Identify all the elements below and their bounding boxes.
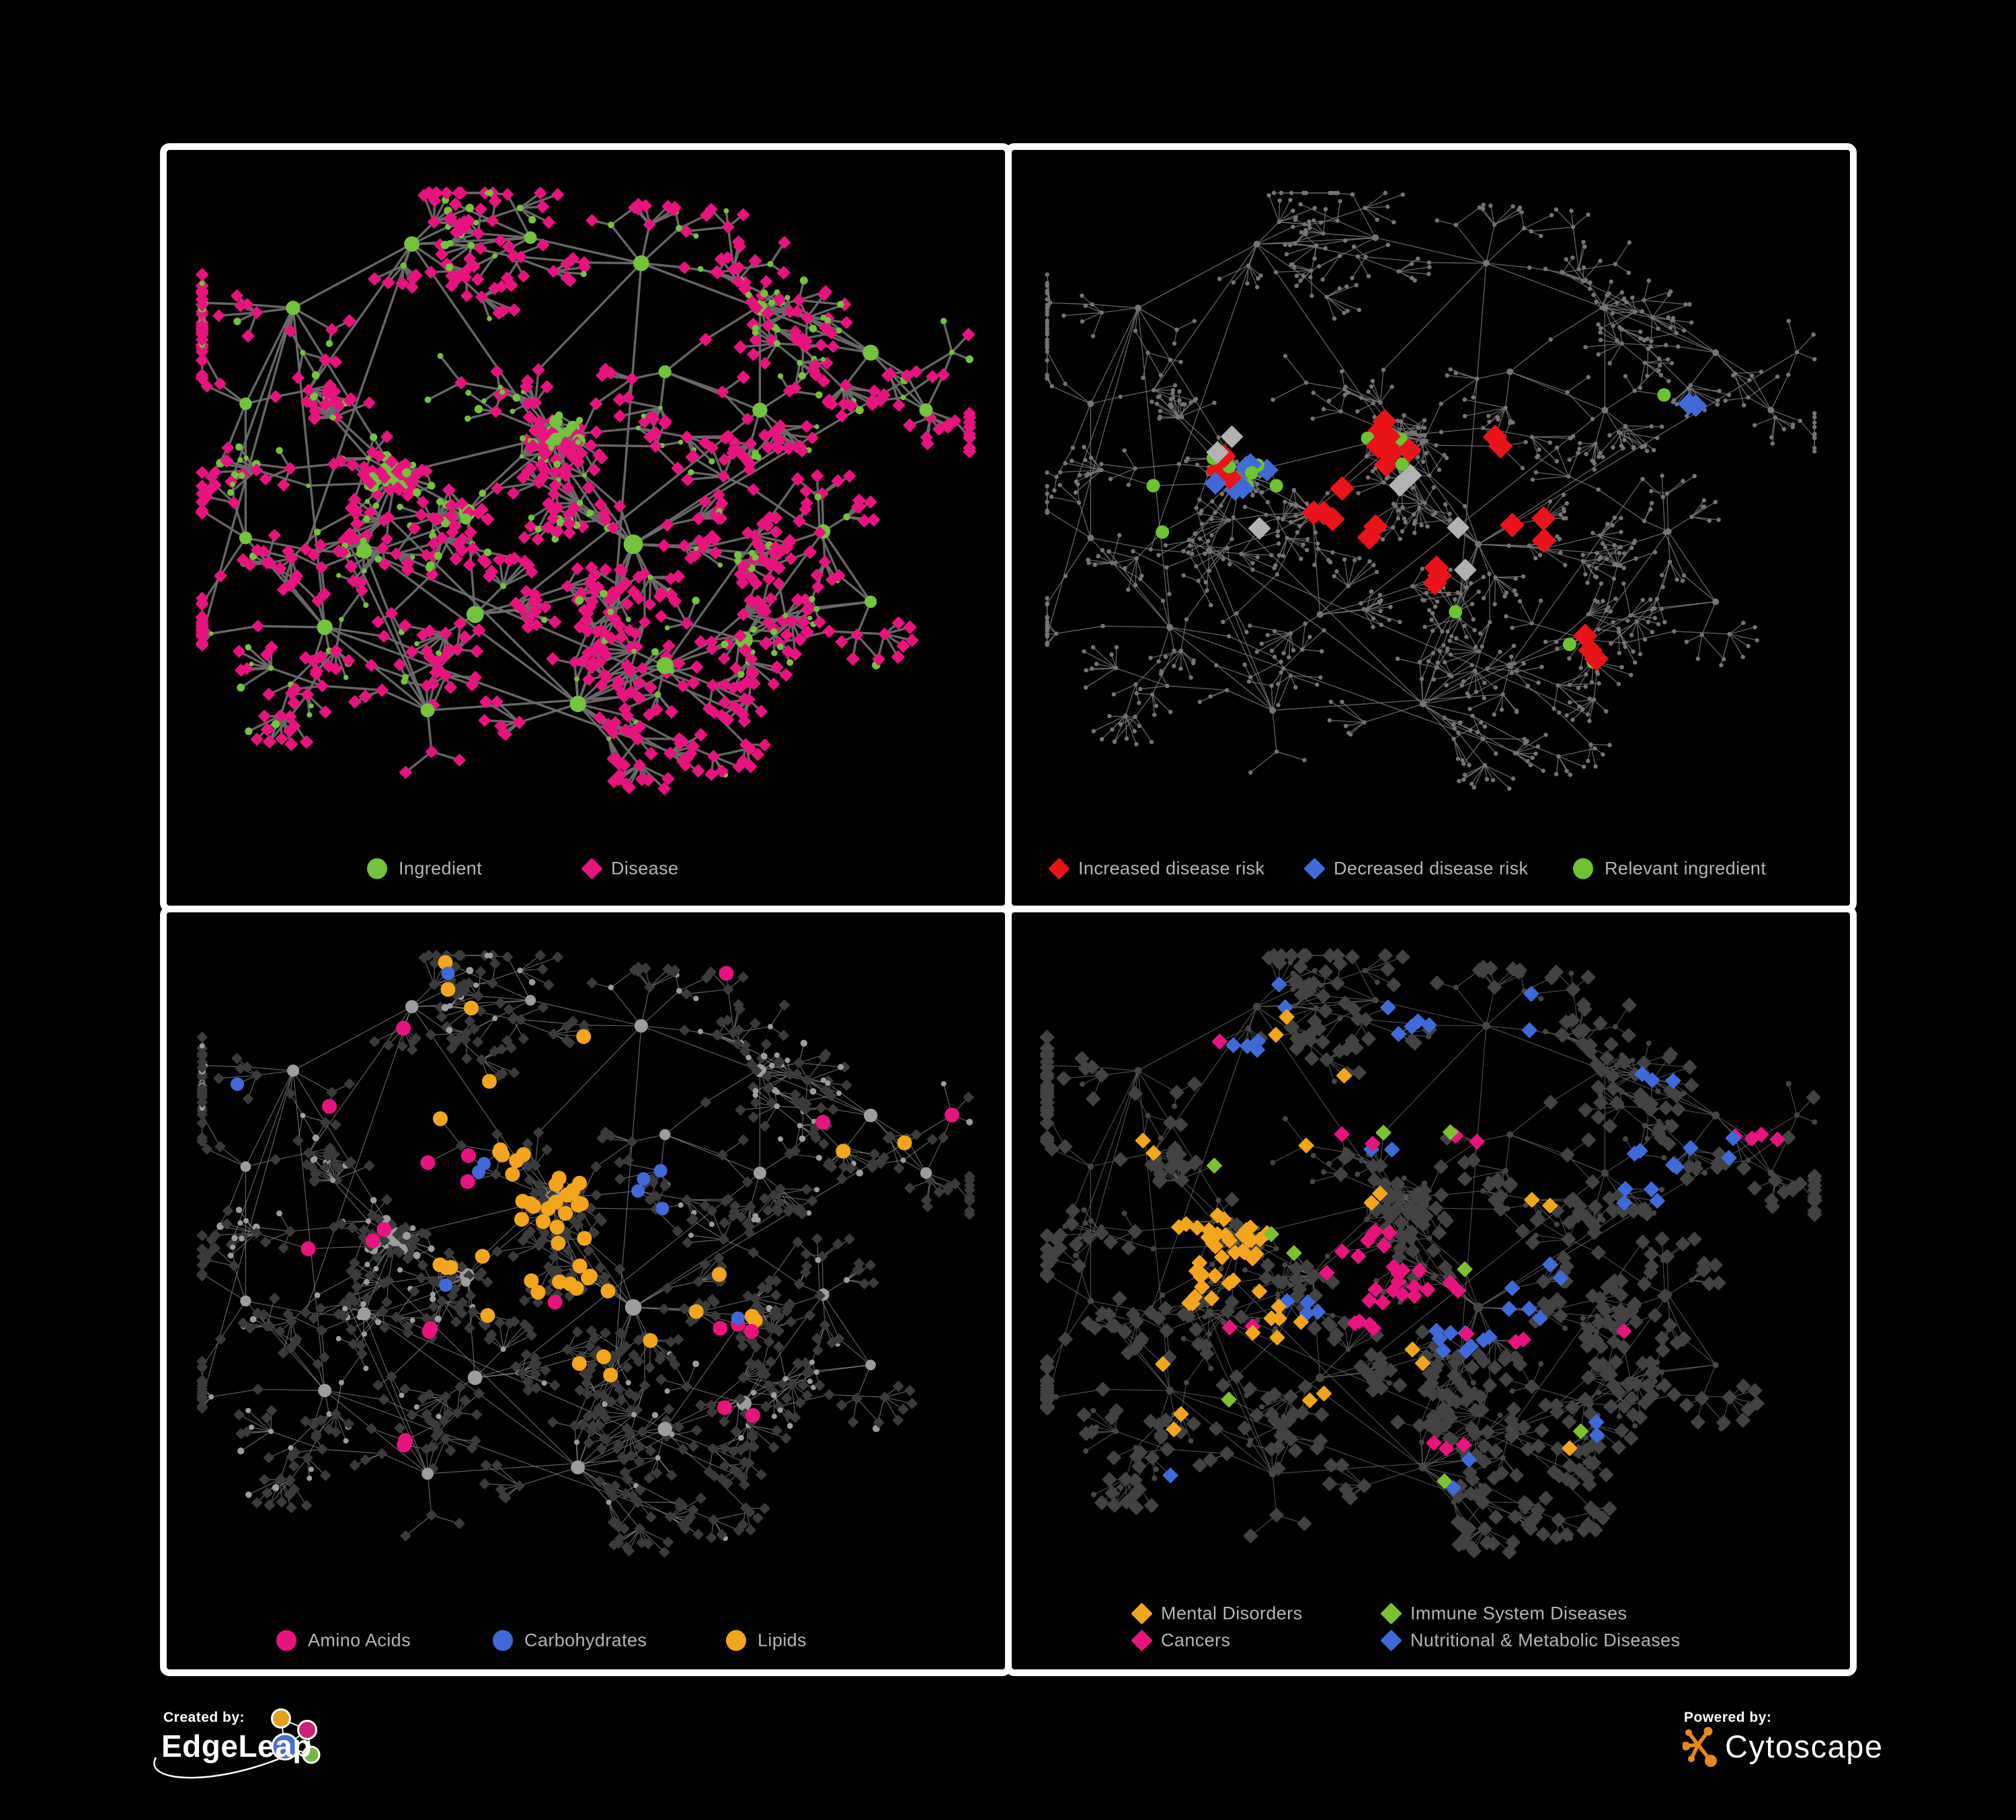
disease-risk-network-graph — [1045, 190, 1817, 791]
powered-by-label: Powered by: — [1684, 1710, 1772, 1725]
cytoscape-brand: Cytoscape — [1725, 1729, 1884, 1764]
disease-category-network-graph — [1040, 948, 1822, 1560]
panel-disease-categories: Mental Disorders Immune System Diseases Ca… — [1005, 906, 1857, 1676]
panel-disease-risk: Increased disease risk Decreased disease … — [1005, 143, 1857, 912]
ingredient-disease-network-graph — [195, 186, 977, 795]
cytoscape-logo-icon — [1683, 1727, 1717, 1767]
panel-ingredient-disease: Ingredient Disease — [160, 143, 1012, 912]
edgeleap-logo-icon — [153, 1708, 321, 1779]
nutrient-class-network-graph — [196, 950, 975, 1558]
panel-nutrient-classes: Amino Acids Carbohydrates Lipids — [160, 906, 1012, 1676]
created-by-label: Created by: — [163, 1710, 245, 1725]
edgeleap-brand: EdgeLeap — [161, 1729, 312, 1764]
